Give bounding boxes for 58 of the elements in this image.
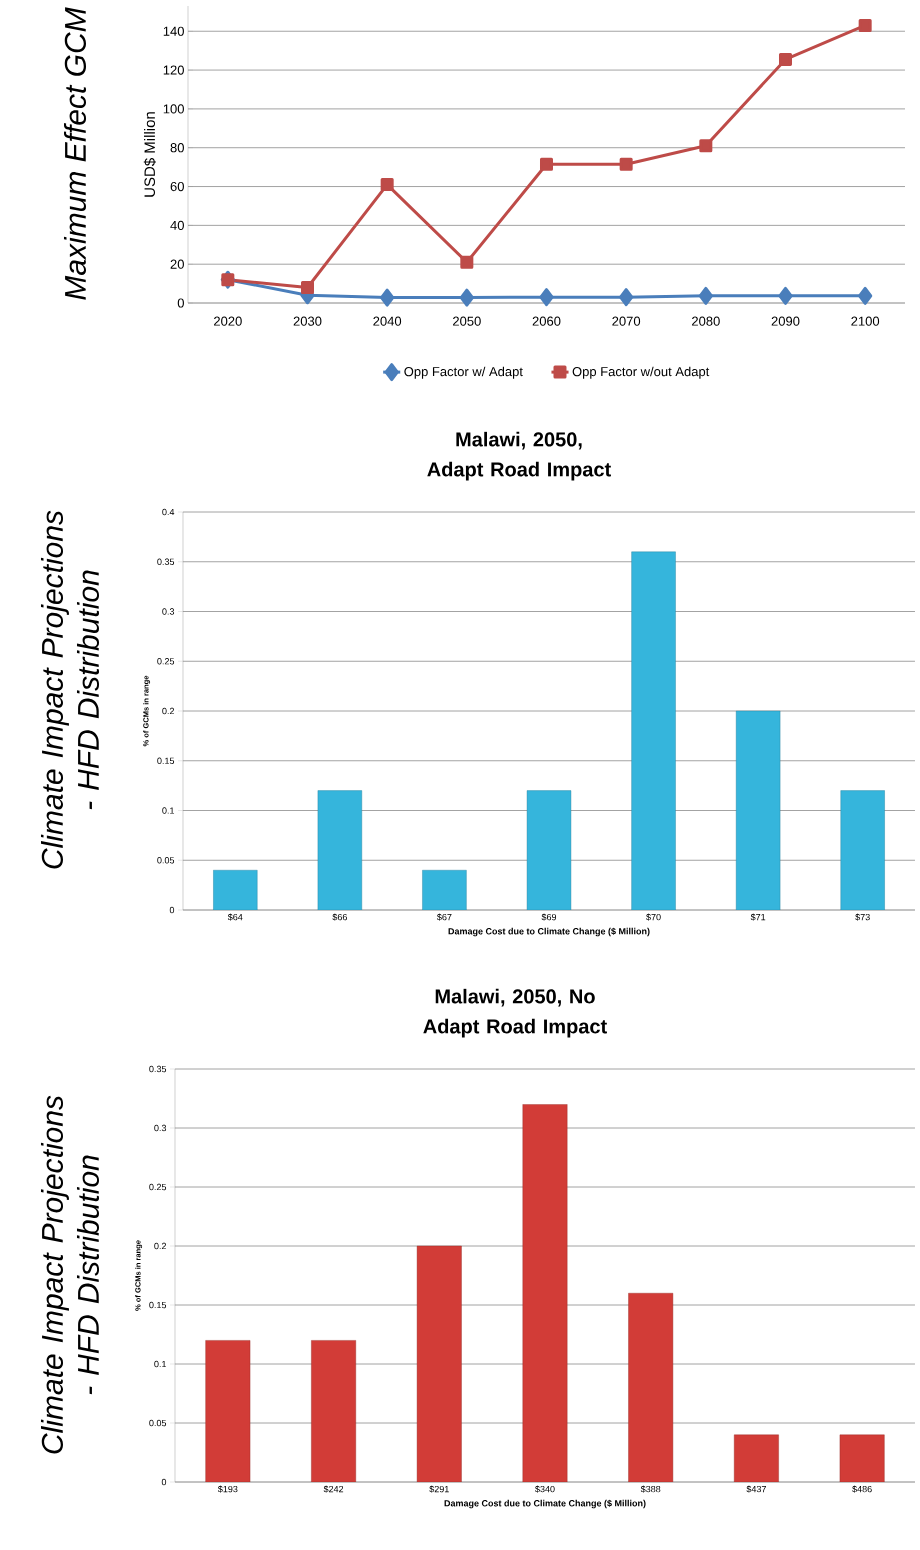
y-tick-label: 0.4	[162, 508, 175, 516]
x-tick-label: $291	[429, 1485, 449, 1493]
x-tick-label: 2060	[532, 316, 561, 326]
x-axis-title: Damage Cost due to Climate Change ($ Million)	[448, 927, 650, 937]
y-tick-label: 0	[177, 298, 184, 308]
x-tick-label: $71	[750, 913, 766, 921]
x-tick-label: $388	[640, 1485, 661, 1493]
x-tick-label: 2070	[612, 316, 641, 326]
y-tick-label: 0.1	[154, 1360, 167, 1368]
x-tick-label: $242	[323, 1485, 344, 1493]
x-tick-label: 2080	[692, 316, 720, 326]
x-tick-label: 2030	[293, 316, 322, 326]
x-tick-label: $486	[852, 1485, 872, 1493]
legend-label: Opp Factor w/ Adapt	[404, 366, 523, 379]
x-tick-label: $193	[217, 1485, 238, 1493]
y-tick-label: 0.3	[154, 1124, 167, 1132]
x-tick-label: $70	[646, 913, 661, 921]
y-tick-label: 0.3	[162, 608, 175, 615]
y-axis-title: USD$ Million	[143, 112, 156, 197]
x-tick-label: 2090	[771, 316, 800, 326]
y-tick-label: 60	[170, 181, 184, 192]
y-tick-label: 80	[170, 143, 184, 153]
y-tick-label: 0.05	[157, 857, 175, 864]
y-tick-label: 0.35	[149, 1065, 167, 1073]
y-tick-label: 0.2	[154, 1242, 167, 1250]
x-tick-label: $64	[227, 913, 243, 921]
legend-label: Opp Factor w/out Adapt	[572, 366, 710, 379]
y-tick-label: 0.15	[149, 1301, 167, 1309]
y-tick-label: 0.25	[149, 1183, 167, 1191]
x-tick-label: $340	[535, 1485, 555, 1493]
text: Climate Impact Projections - HFD Distribution	[40, 510, 100, 869]
x-tick-label: 2040	[373, 316, 402, 326]
y-tick-label: 0.25	[157, 658, 175, 665]
x-tick-label: $66	[332, 913, 347, 921]
y-tick-label: 20	[170, 259, 184, 269]
chart-title: Malawi, 2050, Adapt Road Impact	[427, 431, 611, 481]
y-tick-label: 0.15	[157, 757, 175, 764]
x-tick-label: 2020	[214, 316, 242, 326]
y-tick-label: 0	[161, 1478, 167, 1486]
text: Climate Impact Projections - HFD Distribution	[40, 1095, 100, 1454]
y-tick-label: 140	[163, 26, 184, 36]
y-tick-label: 0.35	[157, 558, 175, 565]
x-tick-label: $67	[437, 913, 452, 921]
y-tick-label: 0.1	[162, 807, 175, 814]
y-tick-label: 120	[163, 65, 184, 75]
y-tick-label: 0.2	[162, 707, 175, 715]
x-tick-label: $69	[541, 913, 557, 921]
x-axis-title: Damage Cost due to Climate Change ($ Million)	[444, 1499, 646, 1509]
x-tick-label: $73	[855, 913, 870, 921]
text: Maximum Effect GCM	[63, 7, 87, 300]
y-tick-label: 40	[170, 220, 184, 230]
y-tick-label: 0.05	[149, 1419, 167, 1427]
y-tick-label: 0	[169, 906, 175, 914]
x-tick-label: 2100	[851, 316, 880, 326]
x-tick-label: $437	[746, 1485, 766, 1493]
y-tick-label: 100	[163, 104, 184, 114]
x-tick-label: 2050	[453, 316, 481, 326]
chart-title: Malawi, 2050, No Adapt Road Impact	[423, 988, 607, 1038]
